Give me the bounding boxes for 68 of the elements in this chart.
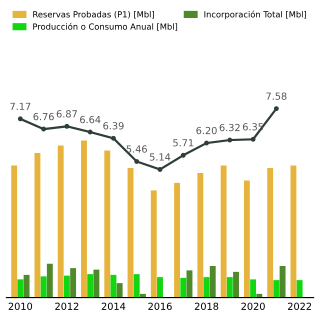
bar [267,168,274,298]
x-tick-label: 2016 [148,302,172,310]
bar [116,283,123,298]
x-tick-label: 2010 [8,302,32,310]
bar [104,150,110,298]
point [204,140,209,146]
point [18,116,23,122]
bar [186,270,192,298]
legend-label: Producción o Consumo Anual [Mbl] [33,22,178,31]
data-label: 6.76 [33,112,54,120]
bar [290,165,296,298]
bar [87,274,94,298]
x-tick-label: 2020 [241,302,265,310]
x-tick-label: 2022 [288,302,312,310]
point [180,152,186,158]
bar [174,182,180,298]
data-label: 5.46 [126,145,147,153]
bar [11,165,18,298]
bar [134,274,140,298]
bar [204,277,210,298]
bar [24,274,30,298]
bar [244,180,250,298]
legend-label: Reservas Probadas (P1) [Mbl] [33,11,154,18]
x-tick-label: 2012 [55,302,78,310]
bar [220,165,227,298]
bar [226,277,233,298]
bar [150,190,157,298]
bar [296,280,303,298]
bar [157,277,163,298]
point [41,126,46,132]
data-label: 7.58 [266,92,287,100]
bar [46,264,53,298]
x-tick-label: 2018 [194,302,218,310]
bar [64,276,70,298]
bar [233,272,239,298]
bar [128,168,134,298]
data-label: 6.32 [220,124,240,132]
point [227,138,232,142]
data-label: 6.87 [56,110,77,118]
bar [110,274,116,298]
data-label: 7.17 [10,102,30,110]
x-tick-label: 2014 [102,302,126,310]
bar [273,280,280,298]
bar [40,276,47,298]
bar [17,279,24,298]
bar [210,266,216,298]
point [111,136,116,141]
bar [58,146,64,298]
bar [180,278,186,298]
data-label: 6.64 [80,116,100,124]
bar [34,153,40,298]
bar [250,279,256,298]
bar [280,266,286,298]
bar [81,140,87,298]
point [134,159,140,164]
data-label: 6.20 [196,126,217,134]
legend-label: Incorporación Total [Mbl] [204,10,306,20]
point [158,167,162,172]
bar [93,270,100,298]
data-label: 6.39 [103,122,124,130]
point [64,124,70,129]
bar [197,172,204,298]
bar [70,268,76,298]
data-label: 5.71 [173,139,194,146]
point [274,106,279,112]
point [88,130,93,135]
point [250,136,256,142]
data-label: 5.14 [150,153,170,161]
